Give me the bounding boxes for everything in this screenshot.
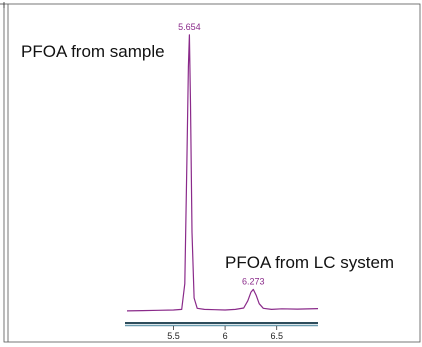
x-tick-label: 6: [223, 331, 228, 341]
x-tick-label: 5.5: [167, 331, 180, 341]
x-tick-label: 6.5: [270, 331, 283, 341]
plot-frame: [3, 3, 421, 343]
peak-label-group: 5.654 6.273: [178, 22, 264, 287]
series-line: [126, 34, 319, 312]
peak-label: 5.654: [178, 22, 201, 32]
annotation-lc-system: PFOA from LC system: [225, 253, 394, 272]
x-tick-group: 5.5 6 6.5: [167, 326, 283, 341]
corner-mark: [0, 2, 5, 8]
x-axis: 5.5 6 6.5: [125, 322, 318, 341]
peak-label: 6.273: [242, 276, 265, 286]
annotation-sample: PFOA from sample: [21, 42, 165, 61]
